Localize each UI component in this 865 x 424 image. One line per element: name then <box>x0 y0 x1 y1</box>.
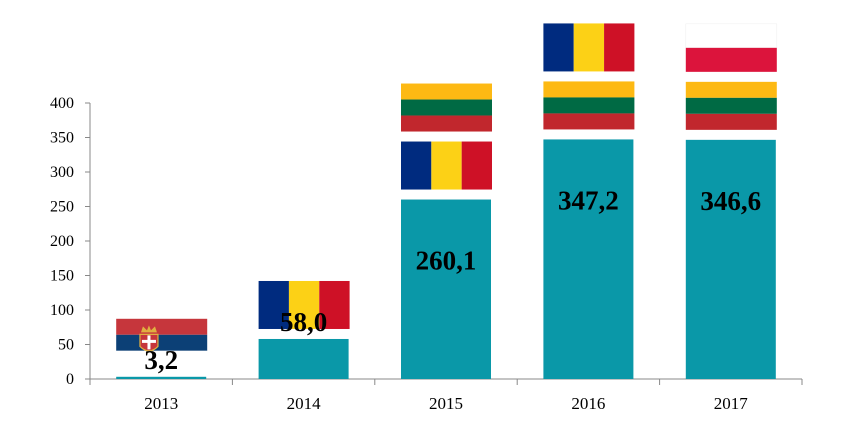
bar <box>543 139 634 379</box>
data-label: 347,2 <box>558 185 619 215</box>
x-tick-label: 2014 <box>287 394 322 413</box>
serbia-flag <box>116 318 208 367</box>
x-tick-label: 2015 <box>429 394 463 413</box>
y-tick-label: 100 <box>50 302 74 319</box>
y-tick-label: 150 <box>50 268 74 285</box>
x-tick-label: 2016 <box>571 394 605 413</box>
x-tick-label: 2013 <box>144 394 178 413</box>
data-label: 3,2 <box>144 345 178 375</box>
y-tick-label: 350 <box>50 130 74 147</box>
lithuania-flag <box>401 83 492 132</box>
serbia-coat-of-arms <box>139 325 159 352</box>
y-tick-label: 400 <box>50 95 74 112</box>
x-tick-label: 2017 <box>714 394 749 413</box>
y-tick-label: 250 <box>50 199 74 216</box>
data-label: 346,6 <box>700 186 761 216</box>
bar <box>258 338 349 379</box>
data-label: 260,1 <box>416 246 477 276</box>
y-tick-label: 0 <box>66 371 74 388</box>
poland-flag <box>685 23 778 72</box>
data-label: 58,0 <box>280 307 327 337</box>
romania-flag <box>258 280 350 329</box>
bar <box>116 376 207 379</box>
y-tick-label: 50 <box>58 337 74 354</box>
y-tick-label: 200 <box>50 233 74 250</box>
romania-flag <box>401 141 492 190</box>
lithuania-flag <box>685 81 777 130</box>
lithuania-flag <box>543 81 635 130</box>
bar <box>401 199 491 379</box>
romania-flag <box>543 23 635 72</box>
y-tick-label: 300 <box>50 164 74 181</box>
bar <box>685 139 776 379</box>
